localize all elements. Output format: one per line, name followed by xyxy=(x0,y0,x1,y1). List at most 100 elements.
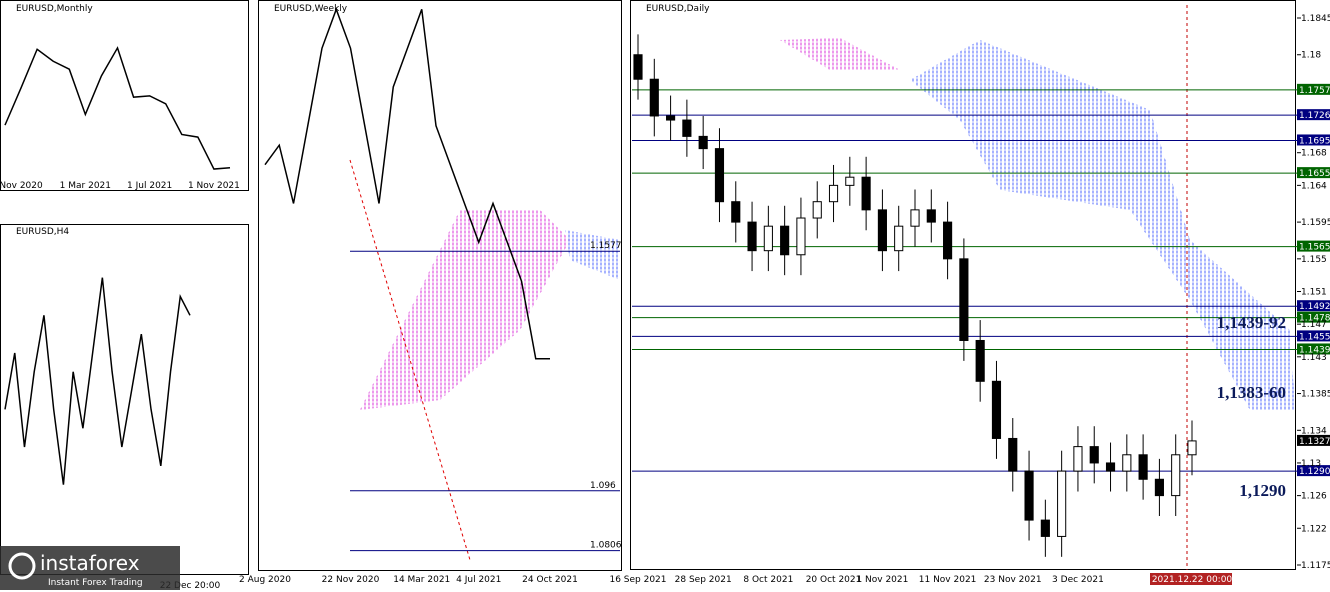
candle-body xyxy=(698,135,708,150)
frames xyxy=(0,0,1296,575)
projection-line xyxy=(349,159,471,561)
y-tick-label: 1.126 xyxy=(1301,492,1327,502)
y-tick-label: 1.1175 xyxy=(1301,561,1330,571)
candle-body xyxy=(714,148,725,203)
y-tick-label: 1.1385 xyxy=(1301,390,1330,400)
current-price-box xyxy=(1297,434,1330,446)
daily-frame xyxy=(630,0,1296,570)
weekly-cloud-blue xyxy=(565,230,620,280)
candle-body xyxy=(649,78,659,117)
panel-title: EURUSD,Weekly xyxy=(274,4,348,14)
candle-body xyxy=(943,221,953,260)
level-annotation: 1,1290 xyxy=(1239,481,1286,500)
candle-body xyxy=(666,115,676,121)
x-tick-label: 2 Aug 2020 xyxy=(239,575,291,585)
level-label-box xyxy=(1297,134,1330,146)
current-price-label: 1.1327 xyxy=(1299,437,1330,447)
y-tick-label: 1.151 xyxy=(1301,288,1327,298)
x-tick-label: 16 Sep 2021 xyxy=(609,575,666,585)
x-tick-label: 3 Dec 2021 xyxy=(1052,575,1104,585)
x-tick-label: 20 Oct 2021 xyxy=(806,575,862,585)
candle-body xyxy=(1122,454,1132,472)
level-label: 1.1695 xyxy=(1299,136,1330,146)
candle-body xyxy=(731,201,741,223)
y-tick-label: 1.143 xyxy=(1301,353,1327,363)
y-tick-label: 1.1845 xyxy=(1301,14,1330,24)
candle-body xyxy=(1171,454,1181,497)
monthly-frame xyxy=(0,0,249,191)
logo-tagline: Instant Forex Trading xyxy=(48,578,143,588)
logo-box xyxy=(0,546,180,590)
x-tick-label: 1 Nov 2021 xyxy=(188,181,240,191)
level-label-box xyxy=(1297,167,1330,179)
panel-title: EURUSD,Daily xyxy=(646,4,710,14)
weekly-cloud xyxy=(360,210,570,410)
candle-body xyxy=(1008,437,1018,472)
candle-body xyxy=(1187,440,1197,456)
candle-body xyxy=(1105,462,1116,472)
x-tick-label: 2021.12.22 00:00 xyxy=(1152,575,1233,585)
level-label: 1.1455 xyxy=(1299,332,1330,342)
candle-body xyxy=(861,176,871,211)
daily-cloud xyxy=(910,40,1295,410)
level-label: 1.1478 xyxy=(1299,314,1330,324)
level-label: 1.0806 xyxy=(590,541,622,551)
candle-body xyxy=(633,54,643,80)
candle-body xyxy=(926,209,936,223)
level-label: 1.1492 xyxy=(1299,302,1330,312)
candle-body xyxy=(1073,446,1083,472)
price-line xyxy=(4,277,191,485)
candle-body xyxy=(894,225,904,252)
h4-frame xyxy=(0,224,249,575)
candle-body xyxy=(796,217,806,256)
candle-body xyxy=(1089,446,1099,464)
y-tick-label: 1.147 xyxy=(1301,320,1327,330)
level-annotation: 1,1439-92 xyxy=(1217,313,1286,332)
level-label-box xyxy=(1297,240,1330,252)
x-tick-label: 22 Dec 20:00 xyxy=(160,581,221,591)
level-label: 1.1655 xyxy=(1299,169,1330,179)
x-tick-label: 28 Sep 2021 xyxy=(675,575,732,585)
level-label-box xyxy=(1297,311,1330,323)
candle-body xyxy=(747,221,757,252)
time-label-box xyxy=(1150,573,1232,585)
level-label-box xyxy=(1297,330,1330,342)
x-tick-label: Nov 2020 xyxy=(0,181,43,191)
x-tick-label: 22 Nov 2020 xyxy=(322,575,380,585)
candle-body xyxy=(1154,478,1164,497)
y-tick-label: 1.155 xyxy=(1301,255,1327,265)
logo-name: instaforex xyxy=(40,551,140,575)
y-tick-label: 1.18 xyxy=(1301,51,1321,61)
candle-body xyxy=(959,258,969,341)
logo-icon xyxy=(8,552,36,580)
x-tick-label: 14 Mar 2021 xyxy=(393,575,450,585)
candle-body xyxy=(1057,470,1067,537)
x-tick-label: 1 Jul 2021 xyxy=(127,181,172,191)
price-line xyxy=(264,7,550,360)
y-tick-label: 1.168 xyxy=(1301,149,1327,159)
candle-body xyxy=(828,184,839,203)
candle-body xyxy=(975,339,985,382)
weekly-frame xyxy=(258,0,622,571)
level-label-box xyxy=(1297,465,1330,477)
y-tick-label: 1.164 xyxy=(1301,181,1327,191)
x-tick-label: 24 Oct 2021 xyxy=(522,575,578,585)
x-tick-label: 11 Nov 2021 xyxy=(919,575,977,585)
level-annotation: 1,1383-60 xyxy=(1217,383,1286,402)
y-tick-label: 1.13 xyxy=(1301,459,1321,469)
y-tick-label: 1.1595 xyxy=(1301,218,1330,228)
x-tick-label: 8 Oct 2021 xyxy=(743,575,793,585)
candle-body xyxy=(763,225,773,252)
level-label-box xyxy=(1297,343,1330,355)
candle-body xyxy=(812,201,822,219)
level-label-box xyxy=(1297,83,1330,95)
level-label: 1.1757 xyxy=(1299,86,1330,96)
candle-body xyxy=(845,176,855,186)
candle-body xyxy=(780,225,790,256)
y-tick-label: 1.122 xyxy=(1301,524,1327,534)
level-label-box xyxy=(1297,300,1330,312)
level-label-box xyxy=(1297,109,1330,121)
level-label: 1.096 xyxy=(590,481,616,491)
daily-cloud-pink xyxy=(780,38,900,70)
